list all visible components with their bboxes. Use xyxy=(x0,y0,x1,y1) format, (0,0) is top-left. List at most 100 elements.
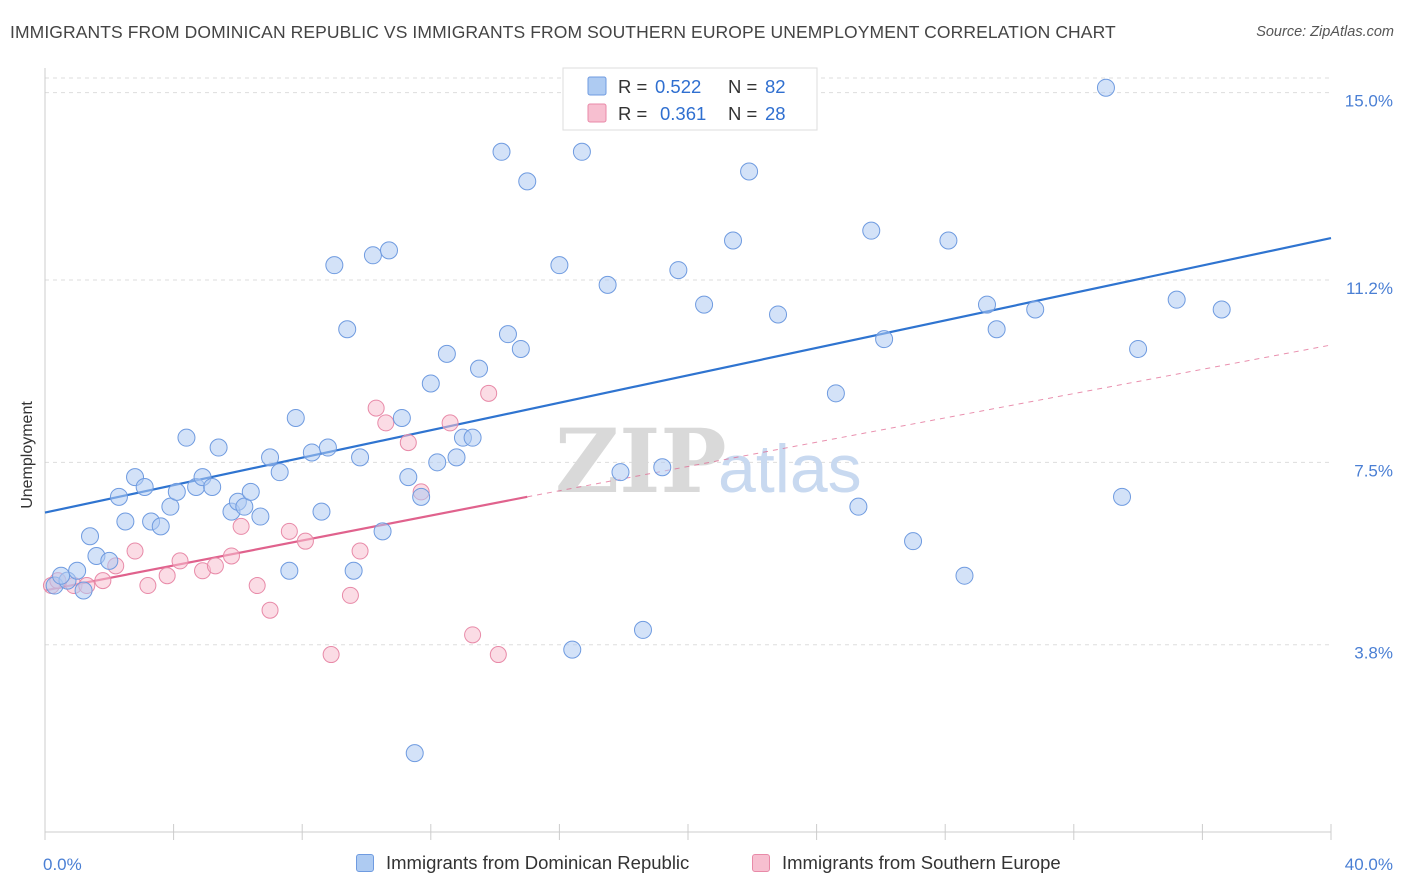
data-point-southern-europe xyxy=(377,414,395,432)
data-point-dominican-republic xyxy=(862,221,881,240)
data-point-dominican-republic xyxy=(875,330,894,349)
legend-n-label-pink: N = xyxy=(728,103,757,124)
data-point-dominican-republic xyxy=(209,438,228,457)
data-point-dominican-republic xyxy=(68,561,87,580)
legend-r-value-blue: 0.522 xyxy=(655,76,701,97)
data-point-southern-europe xyxy=(322,646,340,664)
data-point-dominican-republic xyxy=(74,581,93,600)
y-tick-label: 11.2% xyxy=(1346,279,1393,298)
data-point-dominican-republic xyxy=(373,522,392,541)
data-point-dominican-republic xyxy=(109,487,128,506)
x-tick-label: 0.0% xyxy=(43,855,82,874)
watermark: ZIP atlas xyxy=(555,409,862,513)
data-point-dominican-republic xyxy=(563,640,582,659)
y-tick-label: 3.8% xyxy=(1354,644,1393,663)
data-point-dominican-republic xyxy=(955,566,974,585)
data-point-dominican-republic xyxy=(470,359,489,378)
data-point-southern-europe xyxy=(222,547,240,565)
axes xyxy=(44,68,1331,833)
legend-swatch-pink xyxy=(587,103,607,123)
data-point-dominican-republic xyxy=(511,339,530,358)
data-point-dominican-republic xyxy=(463,428,482,447)
data-point-southern-europe xyxy=(296,532,314,550)
data-point-southern-europe xyxy=(351,542,369,560)
data-point-dominican-republic xyxy=(724,231,743,250)
bottom-legend-swatch-pink xyxy=(752,854,770,872)
legend-n-value-blue: 82 xyxy=(765,76,786,97)
data-point-dominican-republic xyxy=(939,231,958,250)
data-point-dominican-republic xyxy=(412,487,431,506)
data-point-southern-europe xyxy=(171,552,189,570)
legend-swatch-blue xyxy=(587,76,607,96)
legend: R = 0.522 N = 82 R = 0.361 N = 28 xyxy=(562,67,818,131)
data-point-southern-europe xyxy=(441,414,459,432)
data-point-dominican-republic xyxy=(987,320,1006,339)
trendline-blue xyxy=(44,236,1332,514)
bottom-legend-blue: Immigrants from Dominican Republic xyxy=(356,852,689,874)
data-point-dominican-republic xyxy=(344,561,363,580)
data-point-southern-europe xyxy=(399,434,417,452)
data-point-dominican-republic xyxy=(904,532,923,551)
data-point-dominican-republic xyxy=(312,502,331,521)
data-points xyxy=(42,78,1231,763)
data-point-dominican-republic xyxy=(669,261,688,280)
data-point-southern-europe xyxy=(139,577,157,595)
data-point-dominican-republic xyxy=(270,463,289,482)
data-point-dominican-republic xyxy=(740,162,759,181)
data-point-dominican-republic xyxy=(177,428,196,447)
trendline-pink xyxy=(44,495,528,592)
data-point-dominican-republic xyxy=(167,482,186,501)
bottom-legend-swatch-blue xyxy=(356,854,374,872)
data-point-dominican-republic xyxy=(81,527,100,546)
data-point-southern-europe xyxy=(206,557,224,575)
data-point-dominican-republic xyxy=(492,142,511,161)
data-point-dominican-republic xyxy=(653,458,672,477)
data-point-dominican-republic xyxy=(261,448,280,467)
data-point-dominican-republic xyxy=(318,438,337,457)
watermark-atlas: atlas xyxy=(718,431,862,507)
chart-title: IMMIGRANTS FROM DOMINICAN REPUBLIC VS IM… xyxy=(10,22,1116,42)
data-point-southern-europe xyxy=(489,646,507,664)
data-point-dominican-republic xyxy=(241,482,260,501)
data-point-dominican-republic xyxy=(421,374,440,393)
legend-r-label-pink: R = xyxy=(618,103,647,124)
y-tick-label: 15.0% xyxy=(1345,92,1393,111)
data-point-dominican-republic xyxy=(392,408,411,427)
data-point-southern-europe xyxy=(158,567,176,585)
data-point-southern-europe xyxy=(232,517,250,535)
tick-labels: 3.8% 7.5% 11.2% 15.0% 0.0% 40.0% xyxy=(43,92,1393,874)
data-point-dominican-republic xyxy=(380,241,399,260)
data-point-dominican-republic xyxy=(338,320,357,339)
data-point-dominican-republic xyxy=(1167,290,1186,309)
data-point-dominican-republic xyxy=(1113,487,1132,506)
data-point-dominican-republic xyxy=(428,453,447,472)
data-point-dominican-republic xyxy=(695,295,714,314)
data-point-southern-europe xyxy=(261,601,279,619)
data-point-southern-europe xyxy=(126,542,144,560)
data-point-dominican-republic xyxy=(286,408,305,427)
data-point-dominican-republic xyxy=(100,551,119,570)
data-point-dominican-republic xyxy=(849,497,868,516)
data-point-dominican-republic xyxy=(769,305,788,324)
trendlines xyxy=(44,236,1332,592)
bottom-legend-label-pink: Immigrants from Southern Europe xyxy=(782,852,1061,873)
data-point-southern-europe xyxy=(94,572,112,590)
data-point-dominican-republic xyxy=(437,344,456,363)
legend-n-label-blue: N = xyxy=(728,76,757,97)
legend-r-value-pink: 0.361 xyxy=(660,103,706,124)
data-point-dominican-republic xyxy=(498,325,517,344)
data-point-southern-europe xyxy=(464,626,482,644)
x-tick-label: 40.0% xyxy=(1345,855,1393,874)
data-point-dominican-republic xyxy=(52,566,71,585)
y-tick-label: 7.5% xyxy=(1354,461,1393,480)
data-point-dominican-republic xyxy=(977,295,996,314)
legend-r-label-blue: R = xyxy=(618,76,647,97)
data-point-southern-europe xyxy=(248,577,266,595)
data-point-dominican-republic xyxy=(633,620,652,639)
data-point-dominican-republic xyxy=(302,443,321,462)
legend-n-value-pink: 28 xyxy=(765,103,786,124)
data-point-dominican-republic xyxy=(116,512,135,531)
data-point-dominican-republic xyxy=(611,463,630,482)
data-point-southern-europe xyxy=(367,399,385,417)
